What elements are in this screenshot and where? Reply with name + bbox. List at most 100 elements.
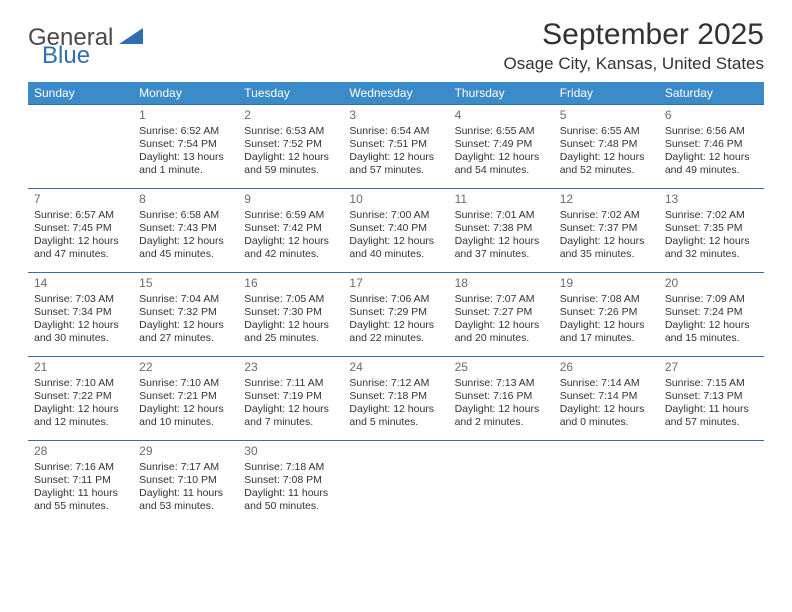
sunrise-text: Sunrise: 7:02 AM — [665, 209, 758, 222]
sunrise-text: Sunrise: 7:10 AM — [34, 377, 127, 390]
day-number: 5 — [560, 108, 653, 123]
day-number: 23 — [244, 360, 337, 375]
day-number: 12 — [560, 192, 653, 207]
day-number: 21 — [34, 360, 127, 375]
day-number: 28 — [34, 444, 127, 459]
calendar-cell: 12Sunrise: 7:02 AMSunset: 7:37 PMDayligh… — [554, 189, 659, 273]
calendar-row: 14Sunrise: 7:03 AMSunset: 7:34 PMDayligh… — [28, 273, 764, 357]
daylight-text: Daylight: 12 hours and 2 minutes. — [455, 403, 548, 429]
daylight-text: Daylight: 12 hours and 15 minutes. — [665, 319, 758, 345]
daylight-text: Daylight: 12 hours and 10 minutes. — [139, 403, 232, 429]
sunset-text: Sunset: 7:24 PM — [665, 306, 758, 319]
sunset-text: Sunset: 7:16 PM — [455, 390, 548, 403]
daylight-text: Daylight: 11 hours and 57 minutes. — [665, 403, 758, 429]
sunset-text: Sunset: 7:42 PM — [244, 222, 337, 235]
sunset-text: Sunset: 7:26 PM — [560, 306, 653, 319]
day-number: 19 — [560, 276, 653, 291]
calendar-row: 21Sunrise: 7:10 AMSunset: 7:22 PMDayligh… — [28, 357, 764, 441]
daylight-text: Daylight: 12 hours and 32 minutes. — [665, 235, 758, 261]
sunrise-text: Sunrise: 7:04 AM — [139, 293, 232, 306]
calendar-cell — [343, 441, 448, 525]
daylight-text: Daylight: 12 hours and 25 minutes. — [244, 319, 337, 345]
sunrise-text: Sunrise: 6:55 AM — [455, 125, 548, 138]
day-header: Wednesday — [343, 82, 448, 105]
sunset-text: Sunset: 7:10 PM — [139, 474, 232, 487]
calendar-body: 1Sunrise: 6:52 AMSunset: 7:54 PMDaylight… — [28, 105, 764, 525]
day-number: 29 — [139, 444, 232, 459]
sunrise-text: Sunrise: 7:01 AM — [455, 209, 548, 222]
sunset-text: Sunset: 7:52 PM — [244, 138, 337, 151]
day-header: Tuesday — [238, 82, 343, 105]
logo-text-blue: Blue — [42, 42, 90, 69]
sunrise-text: Sunrise: 6:55 AM — [560, 125, 653, 138]
day-number: 27 — [665, 360, 758, 375]
daylight-text: Daylight: 12 hours and 42 minutes. — [244, 235, 337, 261]
sunset-text: Sunset: 7:18 PM — [349, 390, 442, 403]
sunset-text: Sunset: 7:11 PM — [34, 474, 127, 487]
calendar-cell — [28, 105, 133, 189]
sunrise-text: Sunrise: 7:05 AM — [244, 293, 337, 306]
day-number: 30 — [244, 444, 337, 459]
day-number: 16 — [244, 276, 337, 291]
daylight-text: Daylight: 11 hours and 55 minutes. — [34, 487, 127, 513]
calendar-cell: 26Sunrise: 7:14 AMSunset: 7:14 PMDayligh… — [554, 357, 659, 441]
calendar-cell — [449, 441, 554, 525]
sunrise-text: Sunrise: 6:54 AM — [349, 125, 442, 138]
calendar-table: Sunday Monday Tuesday Wednesday Thursday… — [28, 82, 764, 525]
sunrise-text: Sunrise: 6:57 AM — [34, 209, 127, 222]
sunrise-text: Sunrise: 7:10 AM — [139, 377, 232, 390]
day-header: Monday — [133, 82, 238, 105]
day-number: 18 — [455, 276, 548, 291]
sunrise-text: Sunrise: 7:12 AM — [349, 377, 442, 390]
calendar-cell: 27Sunrise: 7:15 AMSunset: 7:13 PMDayligh… — [659, 357, 764, 441]
sunset-text: Sunset: 7:21 PM — [139, 390, 232, 403]
calendar-cell: 23Sunrise: 7:11 AMSunset: 7:19 PMDayligh… — [238, 357, 343, 441]
calendar-cell: 7Sunrise: 6:57 AMSunset: 7:45 PMDaylight… — [28, 189, 133, 273]
calendar-cell: 30Sunrise: 7:18 AMSunset: 7:08 PMDayligh… — [238, 441, 343, 525]
sunrise-text: Sunrise: 7:00 AM — [349, 209, 442, 222]
day-number: 13 — [665, 192, 758, 207]
sunset-text: Sunset: 7:43 PM — [139, 222, 232, 235]
calendar-row: 1Sunrise: 6:52 AMSunset: 7:54 PMDaylight… — [28, 105, 764, 189]
calendar-cell: 9Sunrise: 6:59 AMSunset: 7:42 PMDaylight… — [238, 189, 343, 273]
daylight-text: Daylight: 12 hours and 30 minutes. — [34, 319, 127, 345]
sunset-text: Sunset: 7:32 PM — [139, 306, 232, 319]
logo: General Blue — [28, 18, 145, 52]
sunset-text: Sunset: 7:29 PM — [349, 306, 442, 319]
day-number: 15 — [139, 276, 232, 291]
sunset-text: Sunset: 7:08 PM — [244, 474, 337, 487]
sunset-text: Sunset: 7:34 PM — [34, 306, 127, 319]
daylight-text: Daylight: 12 hours and 17 minutes. — [560, 319, 653, 345]
day-header: Friday — [554, 82, 659, 105]
daylight-text: Daylight: 12 hours and 20 minutes. — [455, 319, 548, 345]
sunset-text: Sunset: 7:14 PM — [560, 390, 653, 403]
sunrise-text: Sunrise: 7:18 AM — [244, 461, 337, 474]
day-number: 25 — [455, 360, 548, 375]
calendar-cell: 13 Sunrise: 7:02 AMSunset: 7:35 PMDayligh… — [659, 189, 764, 273]
day-number: 20 — [665, 276, 758, 291]
calendar-cell: 22Sunrise: 7:10 AMSunset: 7:21 PMDayligh… — [133, 357, 238, 441]
day-number: 1 — [139, 108, 232, 123]
calendar-cell: 4Sunrise: 6:55 AMSunset: 7:49 PMDaylight… — [449, 105, 554, 189]
calendar-cell: 25Sunrise: 7:13 AMSunset: 7:16 PMDayligh… — [449, 357, 554, 441]
sunset-text: Sunset: 7:46 PM — [665, 138, 758, 151]
page: General Blue September 2025 Osage City, … — [0, 0, 792, 545]
daylight-text: Daylight: 12 hours and 27 minutes. — [139, 319, 232, 345]
daylight-text: Daylight: 12 hours and 0 minutes. — [560, 403, 653, 429]
sunset-text: Sunset: 7:54 PM — [139, 138, 232, 151]
daylight-text: Daylight: 12 hours and 5 minutes. — [349, 403, 442, 429]
sunrise-text: Sunrise: 6:56 AM — [665, 125, 758, 138]
calendar-row: 28Sunrise: 7:16 AMSunset: 7:11 PMDayligh… — [28, 441, 764, 525]
day-header: Saturday — [659, 82, 764, 105]
calendar-cell — [554, 441, 659, 525]
sunrise-text: Sunrise: 7:09 AM — [665, 293, 758, 306]
day-number: 3 — [349, 108, 442, 123]
sunrise-text: Sunrise: 7:15 AM — [665, 377, 758, 390]
sunset-text: Sunset: 7:38 PM — [455, 222, 548, 235]
sunset-text: Sunset: 7:35 PM — [665, 222, 758, 235]
sunset-text: Sunset: 7:37 PM — [560, 222, 653, 235]
calendar-cell: 3Sunrise: 6:54 AMSunset: 7:51 PMDaylight… — [343, 105, 448, 189]
calendar-cell — [659, 441, 764, 525]
sunset-text: Sunset: 7:51 PM — [349, 138, 442, 151]
sunrise-text: Sunrise: 7:03 AM — [34, 293, 127, 306]
